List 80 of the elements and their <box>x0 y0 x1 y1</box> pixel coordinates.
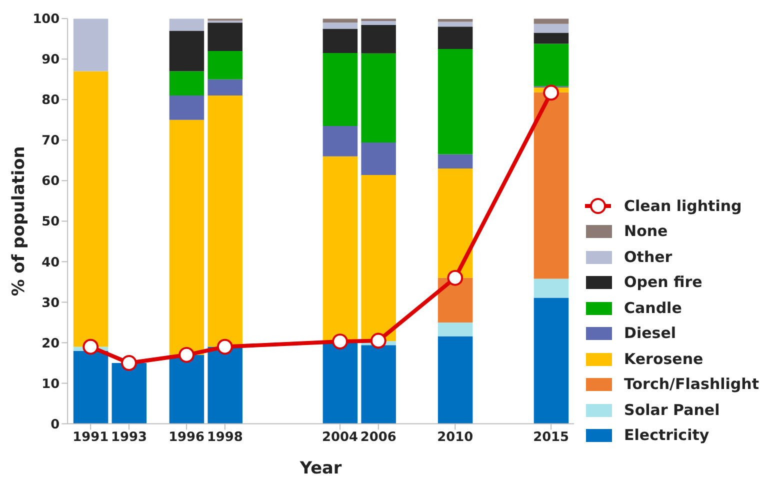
bar <box>438 168 473 278</box>
point <box>216 338 233 355</box>
bar <box>73 18 108 72</box>
y-tick-label: 20 <box>42 336 60 352</box>
bar <box>361 53 396 143</box>
bar <box>73 350 108 424</box>
bar <box>208 346 242 424</box>
legend-label: None <box>624 222 668 240</box>
bar <box>322 28 358 54</box>
legend-label: Other <box>624 248 672 266</box>
bar <box>361 174 396 342</box>
x-tick-label: 1991 <box>72 430 109 445</box>
x-tick-label: 1998 <box>206 430 243 445</box>
bar <box>322 126 358 156</box>
y-tick-label: 0 <box>50 417 60 432</box>
bar <box>534 24 569 33</box>
legend-label: Candle <box>624 298 682 317</box>
x-axis-title: Year <box>298 457 342 478</box>
x-tick-label: 1996 <box>168 430 205 445</box>
bar <box>169 354 204 424</box>
x-tick-label: 2015 <box>533 430 570 445</box>
point <box>332 334 348 350</box>
bar <box>361 142 396 175</box>
point <box>178 346 194 363</box>
legend-label: Open fire <box>624 273 702 292</box>
bar <box>169 96 204 120</box>
bar <box>322 53 358 126</box>
x-tick-label: 2010 <box>437 430 474 445</box>
bar <box>438 48 473 154</box>
bar <box>438 26 473 49</box>
bar <box>438 18 473 22</box>
bar <box>438 22 473 27</box>
x-tick-label: 2006 <box>360 430 396 445</box>
bar <box>322 22 358 29</box>
point <box>543 84 560 101</box>
bar <box>438 322 473 336</box>
y-tick-label: 40 <box>42 255 60 270</box>
x-tick-label: 2004 <box>322 430 358 445</box>
legend-label: Clean lighting <box>624 196 742 215</box>
legend-label: Kerosene <box>624 350 704 368</box>
bar <box>534 298 569 424</box>
bar <box>169 120 204 355</box>
bar <box>361 21 396 26</box>
bar <box>534 44 569 86</box>
bar <box>73 71 108 347</box>
bar <box>208 79 242 96</box>
bar <box>534 92 569 279</box>
y-axis-title: % of population <box>8 146 28 296</box>
y-tick-label: 80 <box>42 93 60 108</box>
y-tick-label: 60 <box>42 174 60 190</box>
x-tick-label: 1993 <box>111 430 147 445</box>
bar <box>169 71 204 96</box>
y-tick-label: 50 <box>42 214 60 230</box>
bar <box>438 336 473 424</box>
bar <box>361 345 396 424</box>
point <box>447 270 464 286</box>
point <box>370 332 386 349</box>
bar <box>534 278 569 298</box>
y-tick-label: 100 <box>32 12 60 28</box>
y-tick-label: 30 <box>42 296 60 311</box>
legend-label: Solar Panel <box>624 400 720 419</box>
bar <box>208 22 242 51</box>
bar <box>534 32 569 44</box>
bar <box>169 30 204 72</box>
y-tick-label: 70 <box>42 134 60 149</box>
bar <box>534 18 569 24</box>
point <box>82 338 99 355</box>
legend-label: Torch/Flashlight <box>624 375 759 394</box>
legend-label: Diesel <box>624 324 676 342</box>
bar <box>322 342 358 424</box>
point <box>121 355 137 371</box>
y-tick-label: 90 <box>42 52 60 68</box>
legend-label: Electricity <box>624 426 710 444</box>
bar <box>208 50 242 80</box>
bar <box>208 96 242 347</box>
bar <box>169 18 204 31</box>
y-tick-label: 10 <box>42 376 60 392</box>
bar <box>438 154 473 168</box>
bar <box>112 362 147 424</box>
bar <box>361 25 396 54</box>
